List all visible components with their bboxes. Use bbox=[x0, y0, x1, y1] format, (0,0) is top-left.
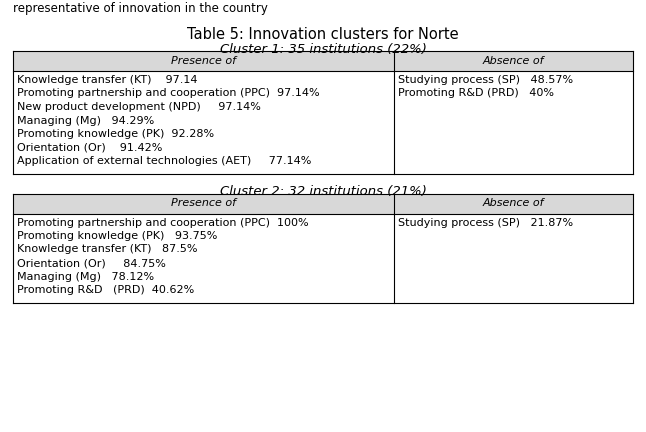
Text: Studying process (SP)   48.57%: Studying process (SP) 48.57% bbox=[399, 75, 574, 85]
Bar bbox=[13, 51, 633, 174]
Bar bbox=[394, 51, 633, 71]
Text: Promoting partnership and cooperation (PPC)  97.14%: Promoting partnership and cooperation (P… bbox=[17, 89, 320, 98]
Text: Promoting knowledge (PK)   93.75%: Promoting knowledge (PK) 93.75% bbox=[17, 231, 217, 241]
Text: Absence of: Absence of bbox=[483, 56, 545, 66]
Text: Promoting partnership and cooperation (PPC)  100%: Promoting partnership and cooperation (P… bbox=[17, 217, 309, 228]
Bar bbox=[13, 194, 394, 213]
Bar bbox=[394, 194, 633, 213]
Text: Cluster 2: 32 institutions (21%): Cluster 2: 32 institutions (21%) bbox=[220, 185, 426, 198]
Bar bbox=[13, 194, 633, 302]
Text: Knowledge transfer (KT)    97.14: Knowledge transfer (KT) 97.14 bbox=[17, 75, 198, 85]
Bar bbox=[13, 51, 394, 71]
Text: Cluster 1: 35 institutions (22%): Cluster 1: 35 institutions (22%) bbox=[220, 43, 426, 56]
Text: Promoting R&D   (PRD)  40.62%: Promoting R&D (PRD) 40.62% bbox=[17, 285, 194, 295]
Text: Promoting R&D (PRD)   40%: Promoting R&D (PRD) 40% bbox=[399, 89, 554, 98]
Text: Presence of: Presence of bbox=[171, 198, 236, 209]
Text: Application of external technologies (AET)     77.14%: Application of external technologies (AE… bbox=[17, 156, 311, 166]
Text: New product development (NPD)     97.14%: New product development (NPD) 97.14% bbox=[17, 102, 261, 112]
Text: Knowledge transfer (KT)   87.5%: Knowledge transfer (KT) 87.5% bbox=[17, 245, 198, 254]
Text: Orientation (Or)     84.75%: Orientation (Or) 84.75% bbox=[17, 258, 166, 268]
Text: Table 5: Innovation clusters for Norte: Table 5: Innovation clusters for Norte bbox=[187, 27, 459, 42]
Text: Managing (Mg)   78.12%: Managing (Mg) 78.12% bbox=[17, 271, 154, 282]
Text: Presence of: Presence of bbox=[171, 56, 236, 66]
Text: Managing (Mg)   94.29%: Managing (Mg) 94.29% bbox=[17, 115, 154, 126]
Text: representative of innovation in the country: representative of innovation in the coun… bbox=[13, 2, 268, 15]
Text: Orientation (Or)    91.42%: Orientation (Or) 91.42% bbox=[17, 143, 162, 152]
Text: Studying process (SP)   21.87%: Studying process (SP) 21.87% bbox=[399, 217, 574, 228]
Text: Absence of: Absence of bbox=[483, 198, 545, 209]
Text: Promoting knowledge (PK)  92.28%: Promoting knowledge (PK) 92.28% bbox=[17, 129, 214, 139]
